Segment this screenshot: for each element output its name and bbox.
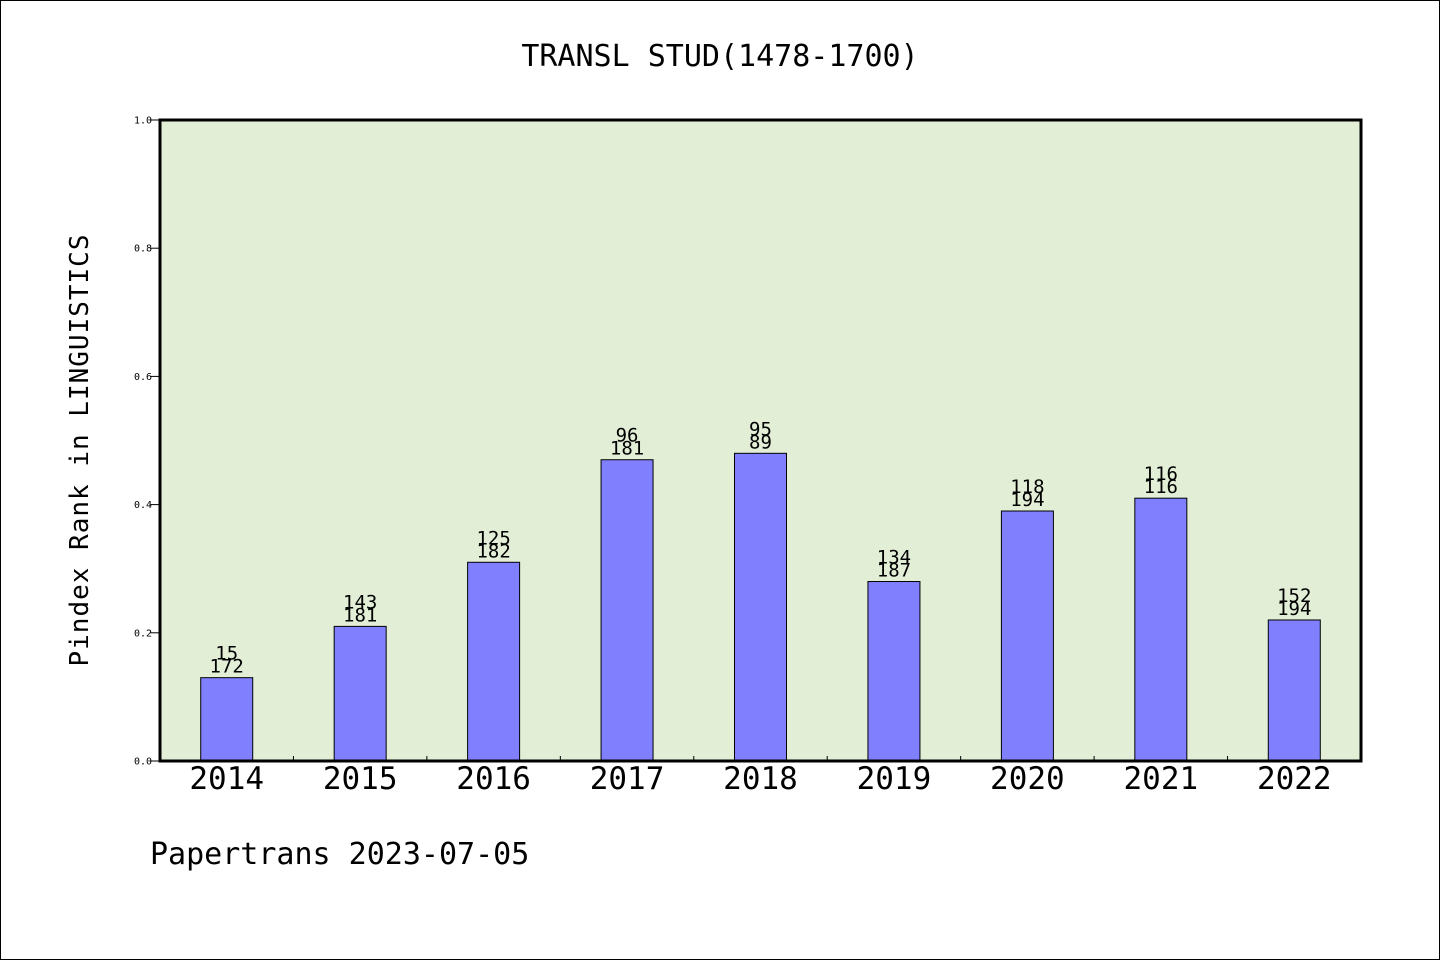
x-tick-label-2022: 2022 bbox=[1257, 761, 1332, 797]
data-label-bottom-2019: 187 bbox=[877, 560, 911, 582]
data-label-top-2021: 116 bbox=[1144, 463, 1178, 485]
y-tick-label-0.0: 0.0 bbox=[134, 757, 152, 768]
plot-border bbox=[158, 118, 1363, 763]
bar-2014 bbox=[200, 677, 254, 762]
y-tick-label-0.4: 0.4 bbox=[134, 500, 152, 511]
x-tick-label-2015: 2015 bbox=[323, 761, 398, 797]
data-label-top-2020: 118 bbox=[1010, 476, 1044, 498]
y-tick-label-0.2: 0.2 bbox=[134, 628, 152, 639]
x-tick-label-2016: 2016 bbox=[456, 761, 531, 797]
data-label-top-2014: 15 bbox=[215, 643, 238, 665]
x-tick-label-2021: 2021 bbox=[1124, 761, 1199, 797]
data-label-top-2016: 125 bbox=[476, 527, 510, 549]
data-label-bottom-2021: 116 bbox=[1144, 476, 1178, 498]
x-tick-label-2018: 2018 bbox=[723, 761, 798, 797]
bars-layer bbox=[200, 452, 1321, 762]
y-tick-label-0.6: 0.6 bbox=[134, 372, 152, 383]
bar-2020 bbox=[1000, 510, 1054, 762]
data-label-bottom-2017: 181 bbox=[610, 438, 644, 460]
x-tick-label-2014: 2014 bbox=[189, 761, 264, 797]
x-tick-label-2019: 2019 bbox=[857, 761, 932, 797]
footer-watermark: Papertrans 2023-07-05 bbox=[150, 837, 529, 872]
bar-2021 bbox=[1134, 497, 1188, 762]
data-label-top-2019: 134 bbox=[877, 547, 911, 569]
bar-2022 bbox=[1267, 619, 1321, 762]
data-label-bottom-2020: 194 bbox=[1010, 489, 1044, 511]
y-axis-label: Pindex Rank in LINGUISTICS bbox=[65, 234, 95, 667]
bar-2018 bbox=[734, 452, 787, 762]
data-label-bottom-2016: 182 bbox=[476, 540, 510, 562]
data-label-top-2018: 95 bbox=[749, 418, 772, 440]
data-label-bottom-2015: 181 bbox=[343, 604, 377, 626]
data-label-bottom-2014: 172 bbox=[210, 656, 244, 678]
chart-title: TRANSL STUD(1478-1700) bbox=[521, 39, 918, 74]
x-tick-label-2017: 2017 bbox=[590, 761, 665, 797]
bar-2015 bbox=[333, 625, 387, 762]
y-axis: 0.0 0.2 0.4 0.6 0.8 1.0 bbox=[134, 116, 160, 768]
bar-2019 bbox=[867, 581, 921, 762]
data-label-top-2017: 96 bbox=[616, 425, 639, 447]
x-tick-label-2020: 2020 bbox=[990, 761, 1065, 797]
data-label-bottom-2018: 89 bbox=[749, 431, 772, 453]
y-tick-label-1.0: 1.0 bbox=[134, 116, 152, 127]
y-tick-label-0.8: 0.8 bbox=[134, 244, 152, 255]
bar-2017 bbox=[600, 459, 654, 762]
data-label-top-2015: 143 bbox=[343, 591, 377, 613]
bar-2016 bbox=[467, 561, 521, 762]
data-label-bottom-2022: 194 bbox=[1277, 598, 1311, 620]
x-axis: 2014 2015 2016 2017 2018 2019 2020 2021 2022 bbox=[189, 756, 1332, 797]
data-label-top-2022: 152 bbox=[1277, 585, 1311, 607]
